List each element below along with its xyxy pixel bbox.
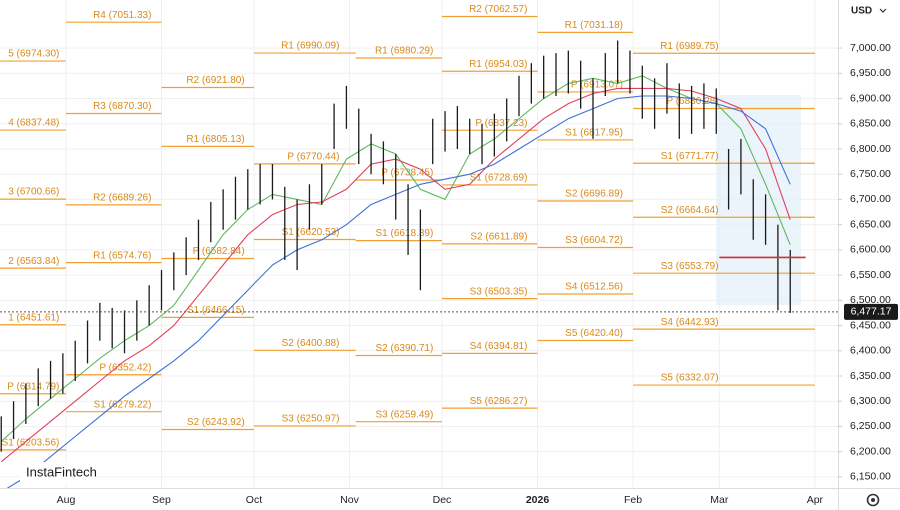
y-tick-label: 6,200.00 — [850, 445, 891, 457]
gear-icon — [866, 493, 880, 507]
pivot-label: S1 (6203.56) — [2, 438, 60, 449]
watermark-bg — [20, 462, 96, 484]
x-tick-label: 2026 — [526, 494, 550, 506]
pivot-label: S5 (6420.40) — [565, 328, 623, 339]
pivot-label: S4 (6512.56) — [565, 282, 623, 293]
last-price-box — [844, 303, 898, 320]
y-tick-label: 6,750.00 — [850, 168, 891, 180]
pivot-label: R1 (6574.76) — [93, 250, 151, 261]
pivot-label: P (6837.23) — [475, 118, 527, 129]
y-tick-label: 6,450.00 — [850, 319, 891, 331]
y-tick-label: 6,650.00 — [850, 218, 891, 230]
pivot-label: P (6770.44) — [287, 152, 339, 163]
pivot-label: S2 (6400.88) — [282, 338, 340, 349]
currency-selector[interactable]: USD — [851, 6, 887, 17]
pivot-label: R4 (7051.33) — [93, 10, 151, 21]
x-tick-label: Aug — [57, 494, 76, 506]
pivot-label: S1 (6279.22) — [94, 399, 152, 410]
gear-center — [871, 498, 875, 502]
y-tick-label: 6,600.00 — [850, 244, 891, 256]
pivot-label: S1 (6817.95) — [565, 128, 623, 139]
grid — [0, 0, 838, 488]
pivot-label: 5 (6974.30) — [8, 49, 59, 60]
settings-button[interactable] — [866, 493, 880, 507]
y-tick-label: 6,850.00 — [850, 118, 891, 130]
pivot-label: 4 (6837.48) — [8, 118, 59, 129]
pivot-label: S1 (6728.69) — [470, 173, 528, 184]
pivot-label: 3 (6700.66) — [8, 187, 59, 198]
pivot-label: R1 (6805.13) — [186, 134, 244, 145]
pivot-label: S1 (6618.39) — [376, 228, 434, 239]
x-tick-label: Dec — [433, 494, 452, 506]
pivot-label: S1 (6771.77) — [661, 151, 719, 162]
pivot-label: S2 (6390.71) — [376, 343, 434, 354]
pivot-label: P (6582.84) — [193, 246, 245, 257]
x-tick-label: Feb — [624, 494, 642, 506]
y-tick-label: 6,950.00 — [850, 67, 891, 79]
y-tick-label: 7,000.00 — [850, 42, 891, 54]
pivot-label: R2 (6689.26) — [93, 192, 151, 203]
pivot-label: R1 (6989.75) — [660, 41, 718, 52]
pivot-label: R3 (6870.30) — [93, 101, 151, 112]
pivot-label: 2 (6563.84) — [8, 256, 59, 267]
x-tick-label: Apr — [807, 494, 824, 506]
x-tick-label: Sep — [152, 494, 171, 506]
pivot-label: P (6880.28) — [666, 96, 718, 107]
y-tick-label: 6,350.00 — [850, 370, 891, 382]
pivot-label: S3 (6250.97) — [282, 414, 340, 425]
y-tick-label: 6,700.00 — [850, 193, 891, 205]
pivot-label: S5 (6332.07) — [661, 373, 719, 384]
pivot-label: R1 (6954.03) — [469, 59, 527, 70]
volume-profile-area — [716, 95, 801, 305]
pivot-label: R2 (6921.80) — [186, 75, 244, 86]
pivot-label: S4 (6442.93) — [661, 317, 719, 328]
pivot-label: S4 (6394.81) — [470, 341, 528, 352]
x-tick-label: Oct — [246, 494, 262, 506]
y-tick-label: 6,900.00 — [850, 92, 891, 104]
pivot-label: S1 (6620.53) — [282, 227, 340, 238]
chevron-icon — [879, 8, 887, 13]
pivot-label: S3 (6553.79) — [661, 261, 719, 272]
pivot-label: P (6738.45) — [381, 168, 433, 179]
pivot-label: 1 (6451.61) — [8, 312, 59, 323]
pivot-label: S2 (6696.89) — [565, 189, 623, 200]
pivot-label: R2 (7062.57) — [469, 4, 527, 15]
pivot-label: P (6352.42) — [99, 362, 151, 373]
pivot-label: S5 (6286.27) — [470, 396, 528, 407]
x-tick-label: Mar — [710, 494, 729, 506]
y-tick-label: 6,550.00 — [850, 269, 891, 281]
pivot-label: S2 (6611.89) — [470, 232, 527, 243]
moving-average-line — [0, 75, 791, 443]
currency-label[interactable]: USD — [851, 6, 872, 17]
pivot-label: R1 (7031.18) — [565, 20, 623, 31]
y-tick-label: 6,800.00 — [850, 143, 891, 155]
pivot-label: R1 (6990.09) — [281, 41, 339, 52]
y-tick-label: 6,250.00 — [850, 420, 891, 432]
y-tick-label: 6,400.00 — [850, 345, 891, 357]
pivot-label: S2 (6664.64) — [661, 205, 719, 216]
y-tick-label: 6,500.00 — [850, 294, 891, 306]
watermark: InstaFintech — [26, 464, 97, 479]
pivot-label: P (6913.07) — [571, 80, 623, 91]
plot-area: 5 (6974.30) 4 (6837.48) 3 (6700.66) 2 (6563… — [0, 4, 815, 488]
pivot-label: S2 (6243.92) — [187, 417, 245, 428]
x-tick-label: Nov — [340, 494, 359, 506]
y-tick-label: 6,300.00 — [850, 395, 891, 407]
y-tick-label: 6,150.00 — [850, 471, 891, 483]
axes: 6,150.00 6,200.00 6,250.00 6,300.00 6,350.00… — [0, 42, 898, 506]
pivot-label: S3 (6259.49) — [376, 409, 434, 420]
pivot-label: S1 (6466.15) — [187, 305, 245, 316]
last-price-label: 6,477.17 — [851, 306, 892, 318]
pivot-label: R1 (6980.29) — [375, 46, 433, 57]
pivot-label: S3 (6503.35) — [470, 286, 528, 297]
pivot-label: P (6314.79) — [7, 381, 59, 392]
pivot-label: S3 (6604.72) — [565, 235, 623, 246]
